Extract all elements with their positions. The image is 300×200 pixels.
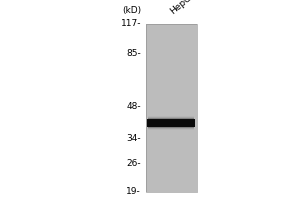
Bar [148,118,194,128]
Text: 19-: 19- [126,188,141,196]
Text: 34-: 34- [126,134,141,143]
Text: 85-: 85- [126,49,141,58]
Bar [146,24,196,192]
Bar [148,117,194,129]
Text: 117-: 117- [121,20,141,28]
Text: 48-: 48- [126,102,141,111]
Bar [147,119,195,127]
Text: (kD): (kD) [122,5,141,15]
Text: 26-: 26- [126,159,141,168]
Text: HepG2: HepG2 [168,0,198,16]
Bar [148,116,194,130]
